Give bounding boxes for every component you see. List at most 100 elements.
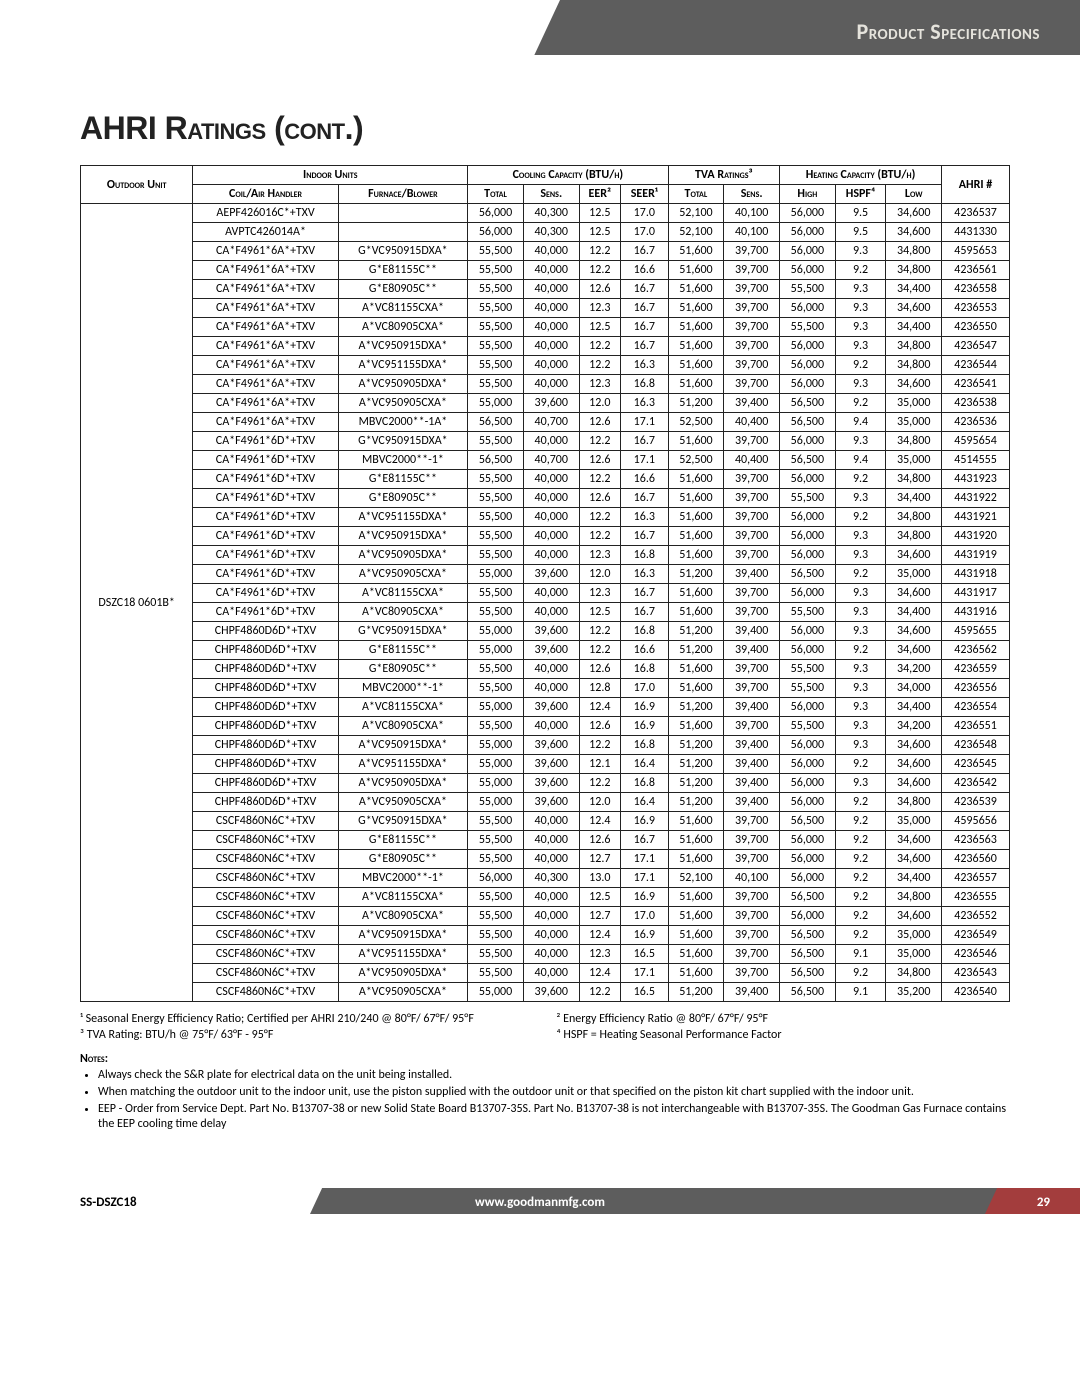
eer-cell: 12.3 bbox=[579, 546, 620, 565]
col-indoor: Indoor Units bbox=[193, 166, 468, 185]
cool-total-cell: 56,000 bbox=[468, 223, 524, 242]
eer-cell: 12.6 bbox=[579, 660, 620, 679]
heat-low-cell: 34,800 bbox=[886, 261, 942, 280]
coil-cell: CHPF4860D6D*+TXV bbox=[193, 679, 338, 698]
coil-cell: CA*F4961*6D*+TXV bbox=[193, 489, 338, 508]
seer-cell: 16.3 bbox=[621, 394, 669, 413]
seer-cell: 16.7 bbox=[621, 299, 669, 318]
tva-total-cell: 52,500 bbox=[668, 413, 724, 432]
cool-sens-cell: 40,700 bbox=[523, 451, 579, 470]
coil-cell: CSCF4860N6C*+TXV bbox=[193, 850, 338, 869]
heat-high-cell: 56,000 bbox=[780, 527, 836, 546]
heat-low-cell: 34,400 bbox=[886, 489, 942, 508]
coil-cell: CHPF4860D6D*+TXV bbox=[193, 793, 338, 812]
furnace-cell: A*VC80905CXA* bbox=[338, 318, 467, 337]
eer-cell: 12.2 bbox=[579, 337, 620, 356]
eer-cell: 12.7 bbox=[579, 907, 620, 926]
heat-high-cell: 56,000 bbox=[780, 907, 836, 926]
hspf-cell: 9.2 bbox=[835, 394, 886, 413]
hspf-cell: 9.3 bbox=[835, 299, 886, 318]
table-row: CSCF4860N6C*+TXVG*E81155C**55,50040,0001… bbox=[81, 831, 1010, 850]
furnace-cell: G*E80905C** bbox=[338, 660, 467, 679]
ahri-cell: 4431918 bbox=[942, 565, 1010, 584]
cool-sens-cell: 39,600 bbox=[523, 565, 579, 584]
cool-total-cell: 55,000 bbox=[468, 394, 524, 413]
furnace-cell: A*VC81155CXA* bbox=[338, 299, 467, 318]
cool-total-cell: 55,500 bbox=[468, 470, 524, 489]
coil-cell: CSCF4860N6C*+TXV bbox=[193, 888, 338, 907]
tva-sens-cell: 39,700 bbox=[724, 812, 780, 831]
col-hspf: HSPF⁴ bbox=[835, 185, 886, 204]
heat-high-cell: 56,000 bbox=[780, 337, 836, 356]
heat-low-cell: 34,600 bbox=[886, 223, 942, 242]
tva-sens-cell: 39,700 bbox=[724, 717, 780, 736]
tva-total-cell: 51,600 bbox=[668, 508, 724, 527]
tva-total-cell: 51,600 bbox=[668, 432, 724, 451]
heat-low-cell: 34,600 bbox=[886, 546, 942, 565]
heat-low-cell: 34,800 bbox=[886, 356, 942, 375]
coil-cell: CA*F4961*6D*+TXV bbox=[193, 565, 338, 584]
furnace-cell: G*E80905C** bbox=[338, 850, 467, 869]
legend-1: ¹ Seasonal Energy Efficiency Ratio; Cert… bbox=[80, 1012, 526, 1026]
cool-sens-cell: 40,000 bbox=[523, 945, 579, 964]
cool-sens-cell: 40,000 bbox=[523, 356, 579, 375]
heat-high-cell: 56,500 bbox=[780, 812, 836, 831]
col-seer: SEER¹ bbox=[621, 185, 669, 204]
tva-sens-cell: 39,700 bbox=[724, 432, 780, 451]
eer-cell: 12.2 bbox=[579, 261, 620, 280]
seer-cell: 16.9 bbox=[621, 926, 669, 945]
ahri-cell: 4431920 bbox=[942, 527, 1010, 546]
heat-low-cell: 34,800 bbox=[886, 508, 942, 527]
seer-cell: 17.1 bbox=[621, 413, 669, 432]
furnace-cell: A*VC950905DXA* bbox=[338, 546, 467, 565]
eer-cell: 12.7 bbox=[579, 850, 620, 869]
ahri-cell: 4236554 bbox=[942, 698, 1010, 717]
table-row: CHPF4860D6D*+TXVG*E80905C**55,50040,0001… bbox=[81, 660, 1010, 679]
cool-total-cell: 55,000 bbox=[468, 736, 524, 755]
seer-cell: 16.9 bbox=[621, 812, 669, 831]
ahri-cell: 4236545 bbox=[942, 755, 1010, 774]
tva-sens-cell: 39,700 bbox=[724, 375, 780, 394]
furnace-cell: G*E81155C** bbox=[338, 261, 467, 280]
cool-total-cell: 55,500 bbox=[468, 964, 524, 983]
col-ahri: AHRI # bbox=[942, 166, 1010, 204]
coil-cell: CHPF4860D6D*+TXV bbox=[193, 755, 338, 774]
heat-high-cell: 56,500 bbox=[780, 945, 836, 964]
hspf-cell: 9.3 bbox=[835, 546, 886, 565]
hspf-cell: 9.2 bbox=[835, 812, 886, 831]
tva-total-cell: 52,100 bbox=[668, 204, 724, 223]
tva-sens-cell: 39,700 bbox=[724, 508, 780, 527]
coil-cell: CA*F4961*6A*+TXV bbox=[193, 318, 338, 337]
furnace-cell: A*VC950915DXA* bbox=[338, 736, 467, 755]
eer-cell: 12.5 bbox=[579, 888, 620, 907]
tva-sens-cell: 39,400 bbox=[724, 622, 780, 641]
eer-cell: 12.6 bbox=[579, 831, 620, 850]
furnace-cell: G*VC950915DXA* bbox=[338, 432, 467, 451]
tva-sens-cell: 39,400 bbox=[724, 394, 780, 413]
cool-sens-cell: 40,000 bbox=[523, 964, 579, 983]
tva-total-cell: 51,200 bbox=[668, 565, 724, 584]
hspf-cell: 9.3 bbox=[835, 679, 886, 698]
cool-sens-cell: 40,000 bbox=[523, 546, 579, 565]
tva-sens-cell: 40,100 bbox=[724, 869, 780, 888]
hspf-cell: 9.4 bbox=[835, 413, 886, 432]
coil-cell: AVPTC426014A* bbox=[193, 223, 338, 242]
cool-total-cell: 55,500 bbox=[468, 242, 524, 261]
table-row: CA*F4961*6A*+TXVA*VC81155CXA*55,50040,00… bbox=[81, 299, 1010, 318]
furnace-cell: G*E81155C** bbox=[338, 470, 467, 489]
tva-sens-cell: 39,700 bbox=[724, 261, 780, 280]
furnace-cell: MBVC2000**-1* bbox=[338, 451, 467, 470]
ahri-cell: 4236553 bbox=[942, 299, 1010, 318]
hspf-cell: 9.3 bbox=[835, 736, 886, 755]
hspf-cell: 9.2 bbox=[835, 755, 886, 774]
eer-cell: 12.2 bbox=[579, 242, 620, 261]
tva-sens-cell: 39,700 bbox=[724, 907, 780, 926]
heat-low-cell: 35,000 bbox=[886, 926, 942, 945]
ahri-cell: 4236542 bbox=[942, 774, 1010, 793]
table-row: CHPF4860D6D*+TXVMBVC2000**-1*55,50040,00… bbox=[81, 679, 1010, 698]
seer-cell: 16.7 bbox=[621, 584, 669, 603]
tva-sens-cell: 39,700 bbox=[724, 356, 780, 375]
heat-high-cell: 56,000 bbox=[780, 850, 836, 869]
furnace-cell: A*VC81155CXA* bbox=[338, 698, 467, 717]
heat-high-cell: 56,500 bbox=[780, 926, 836, 945]
